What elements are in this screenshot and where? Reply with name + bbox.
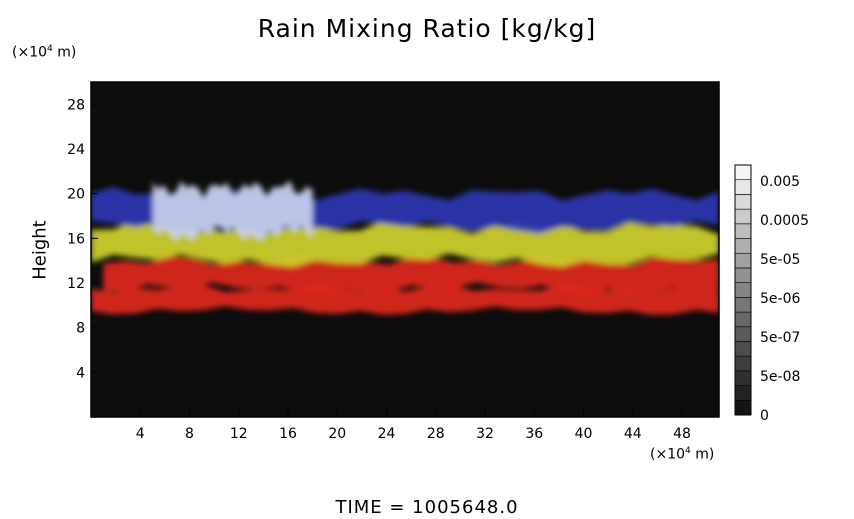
x-tick-label: 44 [624, 426, 642, 442]
y-tick-label: 20 [67, 187, 85, 203]
pale-blue-core [152, 180, 313, 242]
colorbar-swatch [734, 252, 752, 269]
colorbar-frame [734, 164, 752, 416]
colorbar-swatch [734, 282, 752, 298]
x-tick-label: 40 [575, 426, 593, 442]
colorbar-label: 5e-05 [760, 252, 800, 268]
colorbar-swatch [734, 238, 752, 254]
plot-frame [90, 81, 720, 418]
x-tick-label: 32 [476, 426, 494, 442]
x-tick-label: 4 [136, 426, 145, 442]
colorbar-swatch [734, 194, 752, 210]
x-tick-label: 8 [185, 426, 194, 442]
colorbar-swatch [734, 385, 752, 401]
y-tick-label: 24 [67, 142, 85, 158]
x-tick-label: 12 [230, 426, 248, 442]
colorbar-swatch [734, 223, 752, 239]
x-tick-label: 48 [673, 426, 691, 442]
colorbar-swatch [734, 297, 752, 313]
y-tick-label: 28 [67, 97, 85, 113]
y-tick-label: 8 [76, 321, 85, 337]
colorbar-label: 5e-06 [760, 291, 800, 307]
colorbar-swatch [734, 311, 752, 328]
colorbar-swatch [734, 370, 752, 386]
colorbar-swatch [734, 326, 752, 342]
y-tick-label: 16 [67, 231, 85, 247]
colorbar-swatch [734, 267, 752, 283]
y-tick-label: 4 [76, 365, 85, 381]
colorbar-label: 5e-07 [760, 330, 800, 346]
x-tick-label: 20 [328, 426, 346, 442]
colorbar-swatch [734, 355, 752, 372]
y-tick-label: 12 [67, 276, 85, 292]
x-tick-label: 36 [525, 426, 543, 442]
chart-title: Rain Mixing Ratio [kg/kg] [257, 14, 597, 43]
colorbar-swatch [734, 399, 752, 416]
colorbar-swatch [734, 341, 752, 357]
x-tick-label: 24 [378, 426, 396, 442]
colorbar-label: 0.0005 [760, 213, 809, 229]
y-unit-label: (×104 m) [12, 44, 77, 61]
colorbar-swatch [734, 179, 752, 195]
colorbar-label: 0 [760, 408, 769, 424]
lower-red-band [91, 284, 719, 315]
time-label: TIME = 1005648.0 [335, 497, 519, 518]
colorbar-label: 0.005 [760, 174, 800, 190]
x-unit-label: (×104 m) [650, 446, 715, 463]
colorbar-label: 5e-08 [760, 369, 800, 385]
x-tick-label: 16 [279, 426, 297, 442]
x-tick-label: 28 [427, 426, 445, 442]
colorbar-swatch [734, 208, 752, 225]
colorbar-swatch [734, 164, 752, 181]
